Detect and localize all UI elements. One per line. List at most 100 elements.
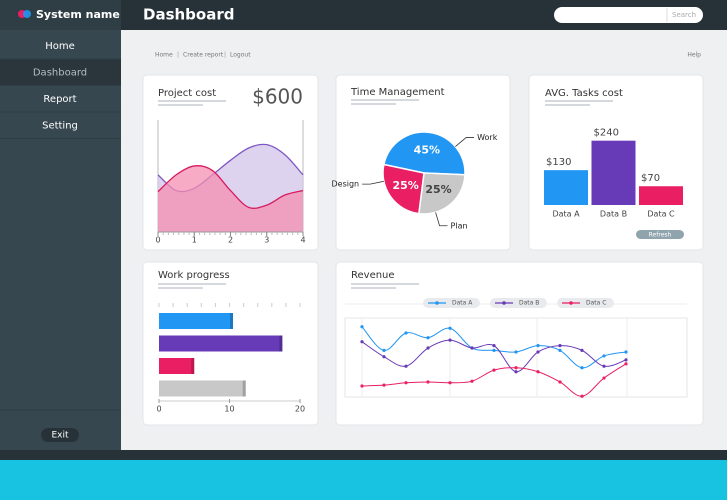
- x-tick-label: 10: [224, 405, 234, 414]
- point: [426, 346, 430, 350]
- bar: [639, 186, 683, 205]
- point: [624, 362, 628, 366]
- x-tick-label: 20: [295, 405, 305, 414]
- page-title: Dashboard: [143, 6, 234, 24]
- legend-pill[interactable]: [423, 298, 480, 308]
- help[interactable]: Help: [687, 52, 701, 59]
- value-label: $240: [594, 128, 619, 139]
- bar-cap: [230, 313, 234, 329]
- point: [382, 348, 386, 352]
- bar: [159, 335, 283, 352]
- slice-label: 45%: [414, 144, 440, 157]
- search-box[interactable]: [554, 7, 703, 23]
- point: [580, 394, 584, 398]
- leader-line: [435, 212, 448, 227]
- legend-label: Data C: [586, 300, 606, 307]
- point: [360, 325, 364, 329]
- pie-slice: [417, 172, 466, 215]
- point: [492, 344, 496, 348]
- card-title: Revenue: [351, 270, 395, 281]
- point: [492, 368, 496, 372]
- pie-slice: [383, 131, 466, 176]
- point: [624, 350, 628, 354]
- x-tick-label: 2: [228, 236, 233, 245]
- legend-pill[interactable]: [490, 298, 547, 308]
- legend-dot: [435, 301, 439, 305]
- value-label: $70: [641, 173, 660, 184]
- menu-item[interactable]: Report: [43, 94, 76, 105]
- bar: [159, 380, 246, 397]
- category-label: Design: [332, 180, 360, 189]
- revenue-plot: [344, 317, 688, 398]
- bar: [159, 358, 195, 374]
- point: [448, 326, 452, 330]
- brand: System name: [36, 8, 120, 21]
- category-label: Work: [477, 133, 498, 142]
- point: [404, 331, 408, 335]
- menu: Home Dashboard Report Setting: [0, 41, 121, 139]
- point: [448, 381, 452, 385]
- card-title: Time Management: [350, 87, 445, 98]
- separator: |: [177, 52, 179, 59]
- x-tick-label: 3: [264, 236, 269, 245]
- bottom-band: [0, 460, 727, 500]
- point: [558, 344, 562, 348]
- total: $600: [252, 85, 303, 109]
- refresh-button[interactable]: [636, 230, 684, 239]
- x-tick-label: 4: [300, 236, 305, 245]
- card-title: AVG. Tasks cost: [545, 88, 623, 99]
- point: [514, 370, 518, 374]
- category-label: Plan: [451, 221, 468, 230]
- x-tick-label: Data B: [600, 210, 627, 219]
- area: [158, 165, 303, 232]
- point: [602, 364, 606, 368]
- logo: [23, 10, 31, 18]
- point: [602, 354, 606, 358]
- point: [624, 358, 628, 362]
- x-tick-label: Data A: [552, 210, 580, 219]
- point: [602, 376, 606, 380]
- bar-cap: [242, 380, 246, 397]
- point: [558, 380, 562, 384]
- point: [514, 350, 518, 354]
- legend-dot: [502, 301, 506, 305]
- card-title: Work progress: [158, 270, 230, 281]
- point: [426, 336, 430, 340]
- slice-label: 25%: [392, 179, 418, 192]
- bar-cap: [191, 358, 195, 374]
- menu-item[interactable]: Home: [45, 41, 75, 52]
- leader-line: [455, 137, 475, 147]
- card-title: Project cost: [158, 88, 216, 99]
- legend-pill[interactable]: [557, 298, 614, 308]
- search-placeholder: Search: [672, 11, 696, 19]
- separator: |: [224, 52, 226, 59]
- menu-item[interactable]: Dashboard: [33, 68, 87, 79]
- exit-button[interactable]: [41, 428, 79, 442]
- crumb[interactable]: Logout: [230, 52, 251, 59]
- point: [536, 344, 540, 348]
- bar: [591, 140, 636, 205]
- point: [382, 355, 386, 359]
- legend-label: Data A: [452, 300, 473, 307]
- menu-item[interactable]: Setting: [42, 121, 78, 132]
- point: [404, 381, 408, 385]
- leader-line: [362, 180, 384, 185]
- value-label: $130: [546, 157, 571, 168]
- menu-active: [0, 59, 121, 86]
- line: [157, 165, 304, 209]
- bar: [544, 170, 588, 205]
- crumb[interactable]: Home: [155, 52, 173, 59]
- point: [360, 340, 364, 344]
- point: [558, 348, 562, 352]
- crumb[interactable]: Create report: [183, 52, 224, 59]
- point: [492, 348, 496, 352]
- x-tick-label: 1: [192, 236, 197, 245]
- legend-label: Data B: [519, 300, 539, 307]
- pie-slice: [382, 163, 425, 215]
- point: [470, 346, 474, 350]
- placeholder-text: [158, 99, 613, 289]
- point: [580, 366, 584, 370]
- point: [470, 379, 474, 383]
- point: [382, 383, 386, 387]
